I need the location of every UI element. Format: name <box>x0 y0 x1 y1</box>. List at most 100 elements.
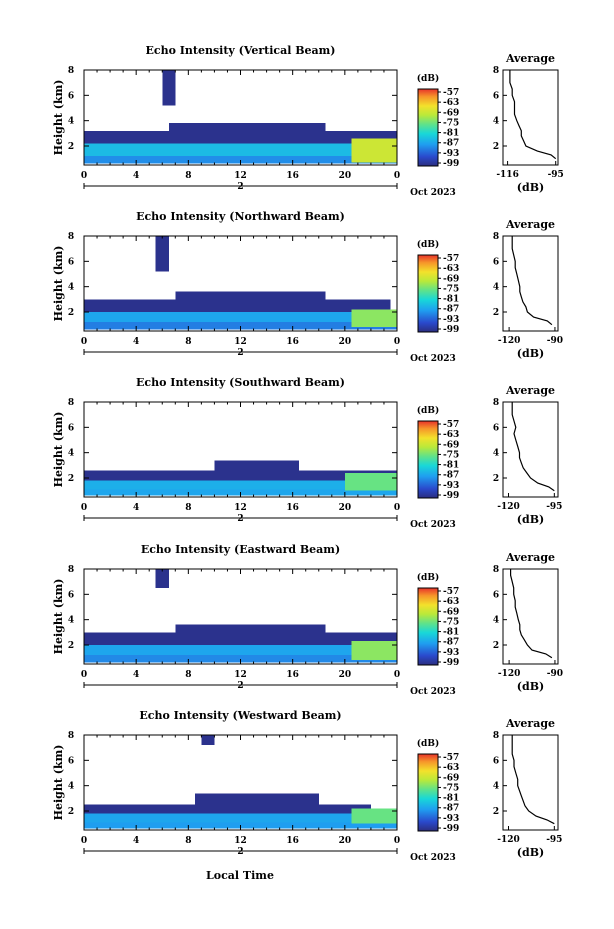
x-tick-label: 0 <box>394 337 400 347</box>
colorbar-unit: (dB) <box>417 73 439 84</box>
x-tick-label: 12 <box>234 670 247 680</box>
y-tick-label: 4 <box>68 782 74 792</box>
profile-x-tick-label: -116 <box>496 170 519 180</box>
panel-4: Echo Intensity (Eastward Beam) 0 4 8 12 16 20 0… <box>52 543 563 697</box>
profile-x-tick-label: -95 <box>548 170 564 180</box>
heatmap-cell <box>84 632 397 645</box>
colorbar-tick-label: -75 <box>443 783 459 793</box>
x-tick-label: 8 <box>185 670 191 680</box>
y-tick-label: 6 <box>68 756 74 766</box>
colorbar-tick-label: -69 <box>443 607 459 617</box>
heatmap-cell <box>84 804 371 814</box>
colorbar <box>417 420 439 499</box>
panel-5: Echo Intensity (Westward Beam) 0 4 8 12 16 20 0… <box>52 709 562 863</box>
x-tick-label: 16 <box>286 503 299 513</box>
x-tick-label: 20 <box>339 171 352 181</box>
y-axis-label: Height (km) <box>52 579 65 655</box>
x-tick-label: 0 <box>81 503 87 513</box>
x-tick-label: 0 <box>394 503 400 513</box>
chart-title: Echo Intensity (Southward Beam) <box>136 376 345 389</box>
x-tick-label: 16 <box>286 337 299 347</box>
profile-y-tick-label: 4 <box>493 449 499 459</box>
profile-title: Average <box>505 551 555 564</box>
profile-x-label: (dB) <box>517 347 544 360</box>
x-tick-label: 4 <box>133 337 139 347</box>
profile-line <box>511 735 555 825</box>
colorbar-tick-label: -93 <box>443 648 459 658</box>
colorbar-tick-label: -87 <box>443 139 459 149</box>
chart-title: Echo Intensity (Westward Beam) <box>139 709 341 722</box>
y-tick-label: 2 <box>68 308 74 318</box>
colorbar-tick-label: -99 <box>443 325 459 335</box>
date-label: Oct 2023 <box>410 853 456 863</box>
heatmap-cell <box>351 138 397 163</box>
x-axis-label: Local Time <box>206 869 274 882</box>
heatmap-cell <box>84 645 397 656</box>
colorbar-tick-label: -87 <box>443 471 459 481</box>
heatmap-cell <box>168 123 326 131</box>
profile-x-label: (dB) <box>517 513 544 526</box>
profile-x-tick-label: -120 <box>498 336 521 346</box>
colorbar <box>417 88 439 167</box>
profile-line <box>510 569 553 659</box>
colorbar-tick-label: -81 <box>443 794 459 804</box>
profile-y-tick-label: 2 <box>493 308 499 318</box>
profile-y-tick-label: 8 <box>493 398 499 408</box>
x-tick-label: 0 <box>81 836 87 846</box>
day-marker-label: 2 <box>237 514 243 524</box>
heatmap-cell <box>162 70 176 106</box>
date-label: Oct 2023 <box>410 520 456 530</box>
y-tick-label: 2 <box>68 807 74 817</box>
colorbar-tick-label: -87 <box>443 804 459 814</box>
panel-1: Echo Intensity (Vertical Beam) 0 4 8 12 16 20 0… <box>52 44 564 198</box>
y-tick-label: 6 <box>68 590 74 600</box>
colorbar-tick-label: -75 <box>443 118 459 128</box>
colorbar-tick-label: -63 <box>443 264 459 274</box>
colorbar-tick-label: -81 <box>443 129 459 139</box>
x-tick-label: 16 <box>286 836 299 846</box>
colorbar-tick-label: -63 <box>443 98 459 108</box>
chart-title: Echo Intensity (Northward Beam) <box>136 210 345 223</box>
x-tick-label: 0 <box>394 670 400 680</box>
colorbar-tick-label: -69 <box>443 274 459 284</box>
colorbar-tick-label: -99 <box>443 658 459 668</box>
x-tick-label: 20 <box>339 670 352 680</box>
x-tick-label: 20 <box>339 337 352 347</box>
profile-x-label: (dB) <box>517 680 544 693</box>
colorbar-tick-label: -93 <box>443 315 459 325</box>
profile-y-tick-label: 4 <box>493 283 499 293</box>
profile-y-tick-label: 2 <box>493 474 499 484</box>
profile-y-tick-label: 8 <box>493 565 499 575</box>
profile-y-tick-label: 2 <box>493 641 499 651</box>
colorbar-unit: (dB) <box>417 239 439 250</box>
x-tick-label: 12 <box>234 503 247 513</box>
chart-title: Echo Intensity (Eastward Beam) <box>141 543 340 556</box>
colorbar-tick-label: -75 <box>443 284 459 294</box>
heatmap-cell <box>84 655 397 663</box>
heatmap-cell <box>84 143 397 157</box>
x-tick-label: 12 <box>234 171 247 181</box>
y-axis-label: Height (km) <box>52 745 65 821</box>
profile-x-label: (dB) <box>517 846 544 859</box>
chart-title: Echo Intensity (Vertical Beam) <box>145 44 335 57</box>
x-tick-label: 4 <box>133 171 139 181</box>
colorbar-tick-label: -63 <box>443 597 459 607</box>
x-tick-label: 8 <box>185 171 191 181</box>
x-tick-label: 12 <box>234 836 247 846</box>
heatmap-cell <box>175 291 326 300</box>
colorbar-tick-label: -75 <box>443 450 459 460</box>
y-tick-label: 8 <box>68 232 74 242</box>
colorbar-tick-label: -63 <box>443 430 459 440</box>
profile-x-tick-label: -90 <box>547 669 563 679</box>
heatmap-cell <box>194 793 319 805</box>
x-tick-label: 0 <box>81 337 87 347</box>
heatmap-cell <box>351 309 397 328</box>
panel-3: Echo Intensity (Southward Beam)0 4 8 12 16 20… <box>52 376 562 530</box>
profile-frame <box>502 401 559 498</box>
colorbar-tick-label: -57 <box>443 587 459 597</box>
x-tick-label: 0 <box>394 171 400 181</box>
colorbar-tick-label: -63 <box>443 763 459 773</box>
y-axis-label: Height (km) <box>52 412 65 488</box>
profile-y-tick-label: 6 <box>493 257 499 267</box>
heatmap-cell <box>344 472 397 491</box>
